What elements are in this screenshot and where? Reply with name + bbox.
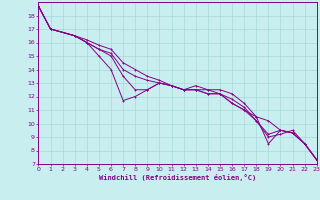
X-axis label: Windchill (Refroidissement éolien,°C): Windchill (Refroidissement éolien,°C) (99, 174, 256, 181)
